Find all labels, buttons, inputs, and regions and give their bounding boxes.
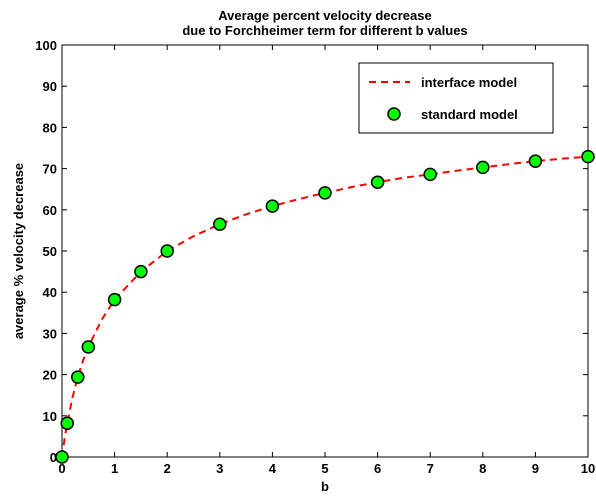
standard-model-point	[107, 292, 122, 307]
standard-model-point	[81, 340, 96, 354]
y-tick-label: 40	[43, 285, 57, 300]
standard-model-point	[370, 175, 385, 189]
x-tick-label: 4	[269, 461, 277, 476]
y-tick-label: 30	[43, 326, 57, 341]
x-tick-label: 8	[479, 461, 486, 476]
y-tick-label: 50	[43, 244, 57, 259]
x-tick-label: 5	[321, 461, 328, 476]
x-tick-label: 0	[58, 461, 65, 476]
x-axis-ticks: 0 1 2 3 4 5 6 7 8 9 10	[58, 45, 595, 476]
y-axis-ticks: 0 10 20 30 40 50 60 70 80 90 100	[35, 38, 588, 465]
legend: interface model standard model	[358, 62, 554, 134]
x-axis-label: b	[321, 479, 329, 494]
standard-model-point	[265, 199, 280, 213]
standard-model-point	[160, 244, 174, 258]
standard-model-point	[213, 217, 227, 231]
standard-model-point	[423, 167, 437, 182]
standard-model-point	[528, 154, 543, 168]
x-tick-label: 3	[216, 461, 223, 476]
y-tick-label: 60	[43, 203, 57, 218]
y-tick-label: 10	[43, 409, 57, 424]
legend-label-interface-model: interface model	[421, 75, 517, 90]
y-tick-label: 90	[43, 79, 57, 94]
y-tick-label: 70	[43, 162, 57, 177]
y-tick-label: 100	[35, 38, 57, 53]
x-tick-label: 6	[374, 461, 381, 476]
chart-title-line-1: Average percent velocity decrease	[218, 8, 431, 23]
y-tick-label: 0	[50, 450, 57, 465]
x-tick-label: 2	[164, 461, 171, 476]
y-tick-label: 80	[43, 120, 57, 135]
y-tick-label: 20	[43, 368, 57, 383]
x-tick-label: 1	[111, 461, 118, 476]
x-tick-label: 7	[427, 461, 434, 476]
standard-model-point	[581, 149, 595, 164]
standard-model-series	[55, 149, 595, 464]
legend-marker-icon	[387, 107, 401, 121]
standard-model-point	[318, 186, 332, 200]
x-tick-label: 10	[581, 461, 595, 476]
standard-model-point	[71, 370, 85, 384]
standard-model-point	[476, 160, 490, 175]
y-axis-label: average % velocity decrease	[11, 163, 26, 339]
standard-model-point	[60, 416, 75, 430]
standard-model-point	[55, 450, 69, 464]
legend-box	[358, 62, 554, 134]
legend-label-standard-model: standard model	[421, 107, 518, 122]
x-tick-label: 9	[532, 461, 539, 476]
chart-title-line-2: due to Forchheimer term for different b …	[182, 23, 467, 38]
standard-model-point	[134, 264, 148, 279]
